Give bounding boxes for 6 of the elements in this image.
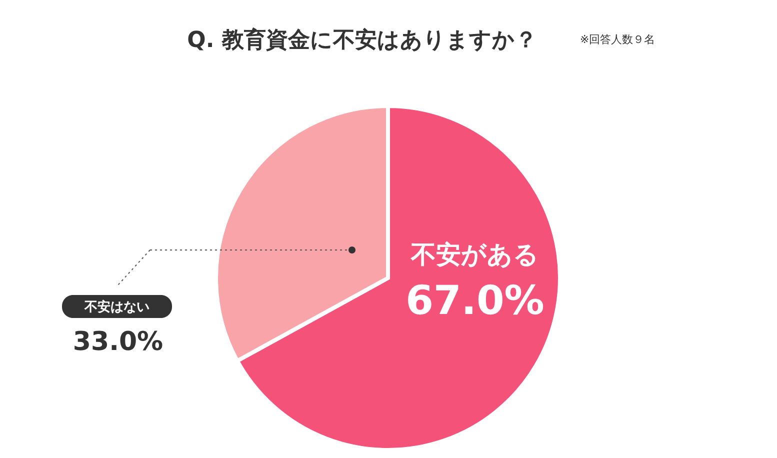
- slice-label: 不安はない: [84, 299, 150, 315]
- text: ※回答人数９名: [580, 33, 656, 46]
- chart-title: Q. 教育資金に不安はありますか？: [187, 27, 537, 53]
- data-label: 33.0%: [72, 327, 164, 357]
- data-label: 67.0%: [406, 278, 544, 324]
- slice-label: 不安がある: [410, 240, 539, 269]
